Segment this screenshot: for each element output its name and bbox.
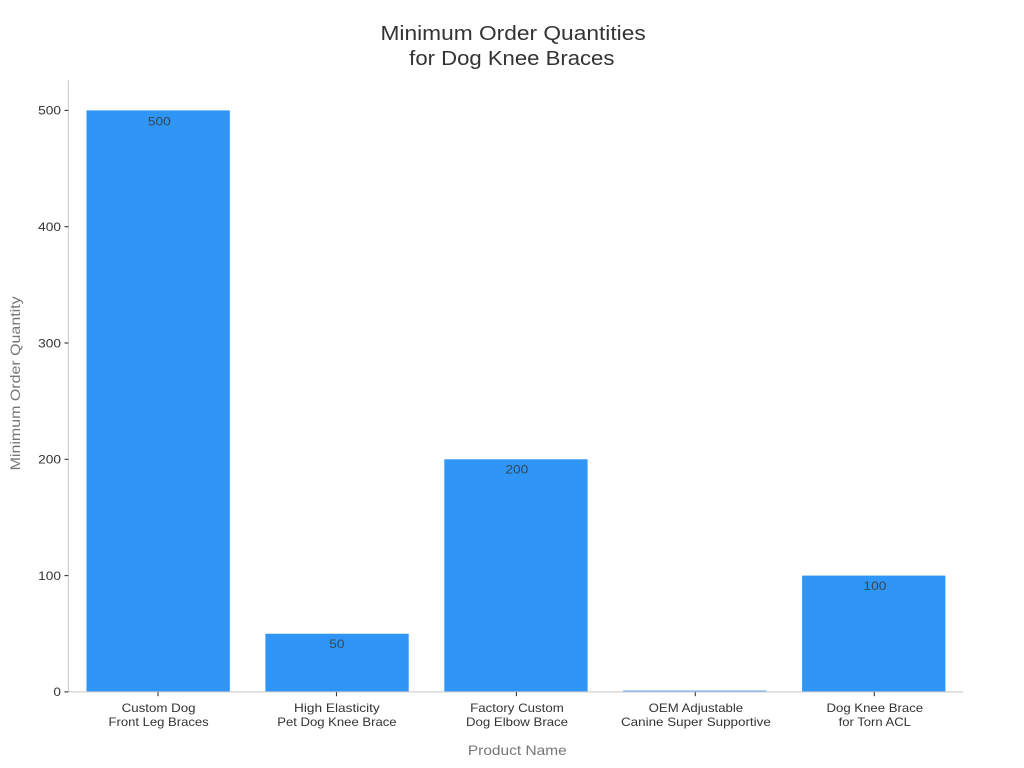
svg-text:for Torn ACL: for Torn ACL [839,715,912,729]
svg-text:Dog Knee Brace: Dog Knee Brace [827,701,924,715]
svg-text:400: 400 [38,220,61,234]
svg-text:Minimum Order Quantities: Minimum Order Quantities [381,23,646,45]
svg-text:Pet Dog Knee Brace: Pet Dog Knee Brace [277,715,397,729]
svg-text:Product Name: Product Name [468,742,567,758]
svg-text:200: 200 [505,463,528,477]
svg-text:500: 500 [38,104,61,118]
svg-text:100: 100 [863,579,886,593]
svg-text:0: 0 [53,685,61,699]
svg-text:for Dog Knee Braces: for Dog Knee Braces [409,48,614,70]
svg-text:OEM Adjustable: OEM Adjustable [649,701,744,715]
svg-text:Canine Super Supportive: Canine Super Supportive [621,715,771,729]
svg-text:High Elasticity: High Elasticity [294,701,380,715]
svg-text:Factory Custom: Factory Custom [470,701,564,715]
svg-text:50: 50 [329,637,345,651]
svg-text:300: 300 [38,336,61,350]
svg-text:Front Leg Braces: Front Leg Braces [109,715,209,729]
svg-text:100: 100 [38,569,61,583]
svg-text:500: 500 [148,114,171,128]
svg-text:200: 200 [38,453,61,467]
svg-text:Custom Dog: Custom Dog [122,701,196,715]
svg-text:Dog Elbow Brace: Dog Elbow Brace [466,715,568,729]
svg-text:Minimum Order Quantity: Minimum Order Quantity [7,296,23,470]
